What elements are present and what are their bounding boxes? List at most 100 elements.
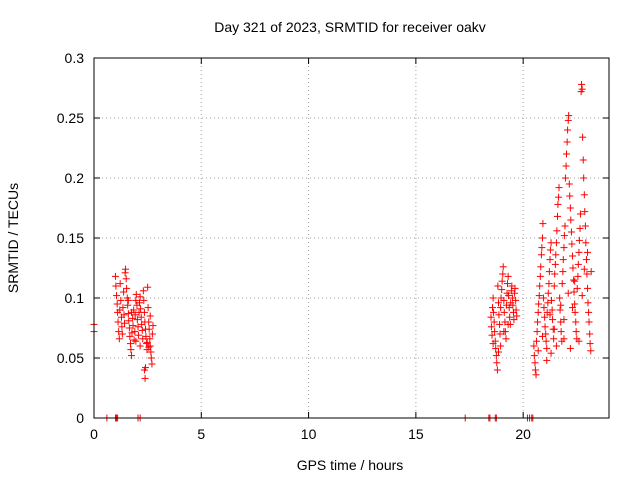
- data-point: [580, 265, 588, 273]
- data-point: [490, 308, 498, 316]
- data-point: [586, 340, 594, 348]
- grid: [94, 58, 609, 418]
- data-point: [496, 320, 504, 328]
- data-point: [550, 335, 558, 343]
- data-point: [125, 317, 133, 325]
- data-point: [587, 347, 595, 355]
- data-point: [575, 337, 583, 345]
- data-point: [115, 328, 123, 336]
- data-point: [142, 364, 149, 372]
- data-point: [547, 296, 555, 304]
- data-point: [505, 304, 513, 312]
- data-point: [128, 308, 136, 316]
- data-point: [584, 248, 592, 256]
- data-point: [539, 220, 547, 228]
- data-point: [575, 236, 583, 244]
- data-point: [563, 138, 571, 146]
- data-point: [557, 301, 565, 309]
- data-point: [132, 337, 140, 345]
- data-point: [145, 343, 153, 351]
- data-point: [145, 325, 153, 333]
- x-tick-label: 5: [197, 426, 205, 442]
- data-point: [579, 156, 587, 164]
- data-point: [497, 342, 505, 350]
- data-point: [560, 232, 568, 240]
- data-point: [504, 280, 512, 288]
- data-point: [540, 304, 548, 312]
- data-point: [126, 332, 134, 340]
- data-point: [547, 349, 555, 357]
- data-point: [128, 352, 136, 360]
- data-point: [576, 224, 584, 232]
- data-point: [531, 366, 539, 374]
- data-point: [536, 272, 544, 280]
- data-point: [580, 174, 588, 182]
- data-point: [559, 256, 567, 264]
- data-point: [138, 326, 146, 334]
- data-point: [124, 310, 132, 318]
- data-point: [131, 328, 139, 336]
- x-tick-label: 15: [408, 426, 424, 442]
- data-point: [555, 193, 563, 201]
- data-point: [574, 272, 582, 280]
- data-point: [489, 340, 497, 348]
- data-point: [116, 280, 124, 288]
- data-point: [565, 180, 573, 188]
- data-point: [566, 192, 574, 200]
- data-point: [536, 282, 544, 290]
- data-point: [546, 311, 554, 319]
- data-point: [129, 314, 137, 322]
- data-point: [120, 288, 128, 296]
- data-point: [556, 306, 564, 314]
- data-point: [533, 328, 541, 336]
- data-point: [125, 324, 133, 332]
- data-point: [584, 299, 592, 307]
- data-point: [129, 322, 137, 330]
- data-point: [566, 204, 574, 212]
- data-point: [543, 356, 551, 364]
- data-point: [500, 328, 508, 336]
- data-point: [510, 316, 518, 324]
- data-point: [538, 332, 546, 340]
- data-point: [134, 323, 142, 331]
- data-point: [551, 260, 559, 268]
- data-point: [534, 347, 542, 355]
- data-point: [553, 227, 561, 235]
- data-point: [534, 308, 542, 316]
- data-point: [119, 304, 127, 312]
- data-point: [511, 284, 519, 292]
- data-point: [146, 312, 154, 320]
- data-point: [504, 320, 512, 328]
- data-point: [583, 270, 591, 278]
- data-point: [571, 277, 579, 285]
- data-point: [123, 284, 131, 292]
- data-point: [550, 282, 558, 290]
- data-point: [133, 316, 141, 324]
- data-point: [140, 308, 148, 316]
- data-point: [550, 325, 558, 333]
- y-tick-label: 0.05: [57, 350, 84, 366]
- data-point: [499, 263, 507, 271]
- data-point: [493, 366, 501, 374]
- data-point: [500, 296, 508, 304]
- data-point: [122, 275, 130, 283]
- data-point: [571, 308, 579, 316]
- y-tick-label: 0: [76, 410, 84, 426]
- data-point: [492, 344, 500, 352]
- data-point: [502, 335, 510, 343]
- data-point: [124, 296, 132, 304]
- data-point: [537, 263, 545, 271]
- data-point: [512, 296, 520, 304]
- data-point: [541, 313, 549, 321]
- data-point: [564, 126, 572, 134]
- data-points: [90, 80, 595, 422]
- data-point: [494, 299, 502, 307]
- data-point: [513, 312, 521, 320]
- data-point: [557, 328, 565, 336]
- data-point: [578, 80, 586, 88]
- data-point: [538, 244, 546, 252]
- data-point: [549, 316, 557, 324]
- data-point: [504, 272, 512, 280]
- data-point: [111, 272, 119, 280]
